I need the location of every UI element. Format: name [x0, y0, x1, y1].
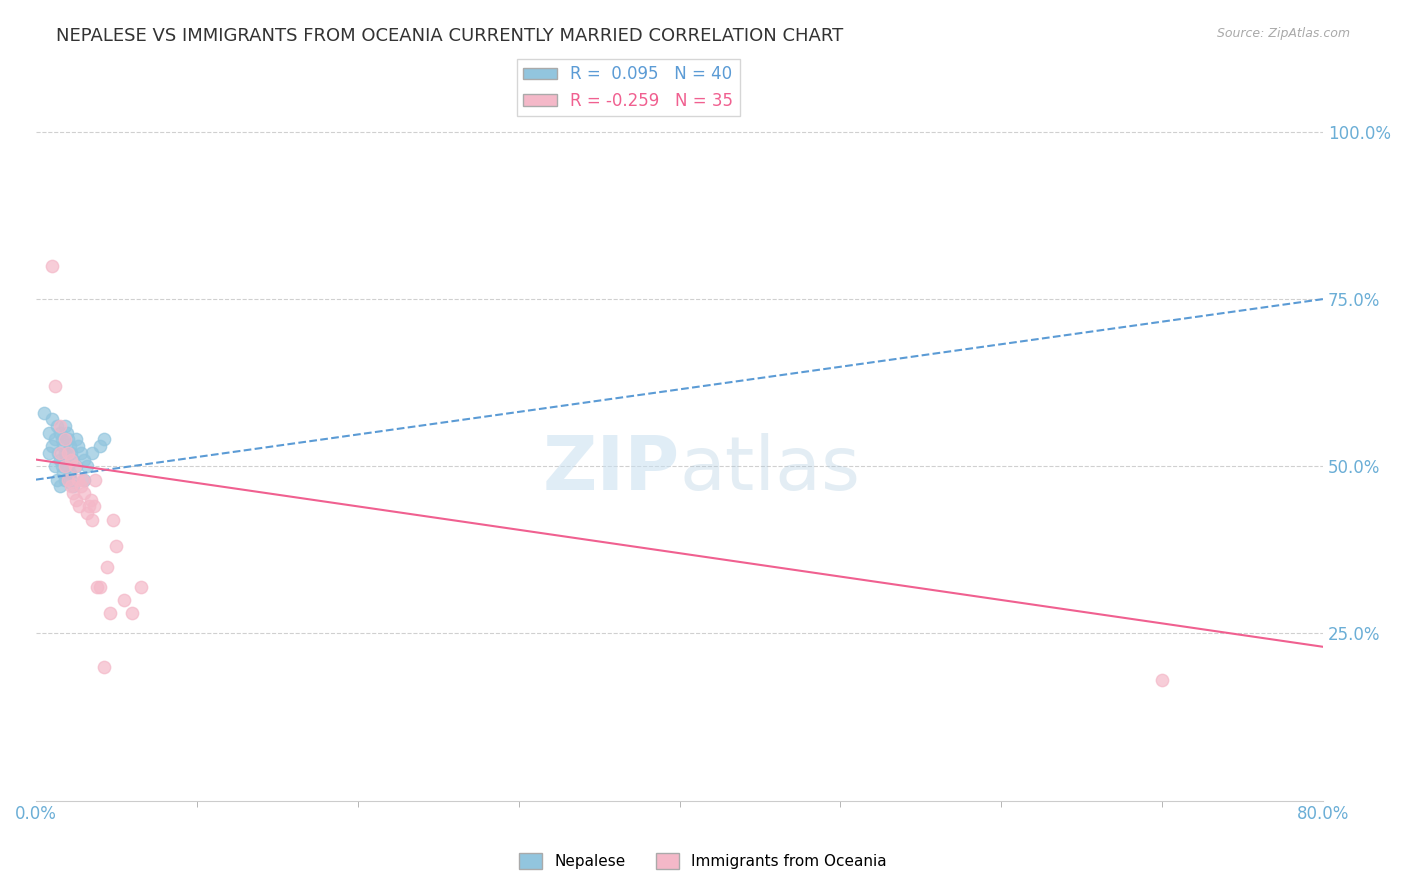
Point	[41, 439, 63, 453]
Point	[65, 492, 87, 507]
Point	[76, 459, 98, 474]
Point	[62, 452, 84, 467]
Point	[60, 479, 83, 493]
Point	[59, 439, 82, 453]
Text: ZIP: ZIP	[543, 434, 679, 506]
Point	[55, 452, 77, 467]
Point	[89, 580, 111, 594]
Text: Source: ZipAtlas.com: Source: ZipAtlas.com	[1216, 27, 1350, 40]
Legend: R =  0.095   N = 40, R = -0.259   N = 35: R = 0.095 N = 40, R = -0.259 N = 35	[516, 59, 740, 116]
Text: NEPALESE VS IMMIGRANTS FROM OCEANIA CURRENTLY MARRIED CORRELATION CHART: NEPALESE VS IMMIGRANTS FROM OCEANIA CURR…	[56, 27, 844, 45]
Point	[49, 425, 72, 440]
Point	[114, 593, 136, 607]
Point	[76, 506, 98, 520]
Point	[53, 433, 76, 447]
Point	[49, 479, 72, 493]
Point	[1152, 673, 1174, 688]
Point	[48, 446, 70, 460]
Point	[66, 473, 89, 487]
Point	[60, 452, 83, 467]
Point	[38, 425, 60, 440]
Point	[38, 446, 60, 460]
Point	[44, 433, 66, 447]
Point	[82, 513, 104, 527]
Point	[49, 419, 72, 434]
Point	[63, 459, 86, 474]
Point	[73, 473, 96, 487]
Point	[86, 580, 108, 594]
Point	[53, 473, 76, 487]
Point	[44, 379, 66, 393]
Point	[73, 452, 96, 467]
Point	[93, 660, 115, 674]
Point	[45, 473, 67, 487]
Point	[83, 500, 105, 514]
Point	[45, 419, 67, 434]
Point	[73, 486, 96, 500]
Point	[55, 425, 77, 440]
Point	[79, 492, 101, 507]
Point	[84, 473, 107, 487]
Point	[129, 580, 152, 594]
Point	[53, 459, 76, 474]
Point	[56, 473, 79, 487]
Point	[51, 433, 73, 447]
Point	[59, 466, 82, 480]
Point	[56, 446, 79, 460]
Point	[72, 473, 94, 487]
Point	[121, 607, 143, 621]
Point	[70, 479, 93, 493]
Point	[65, 433, 87, 447]
Point	[93, 433, 115, 447]
Point	[70, 446, 93, 460]
Point	[62, 486, 84, 500]
Point	[89, 439, 111, 453]
Point	[66, 439, 89, 453]
Point	[60, 446, 83, 460]
Point	[53, 446, 76, 460]
Point	[56, 459, 79, 474]
Point	[56, 433, 79, 447]
Legend: Nepalese, Immigrants from Oceania: Nepalese, Immigrants from Oceania	[513, 847, 893, 875]
Point	[60, 473, 83, 487]
Point	[67, 500, 90, 514]
Point	[32, 406, 55, 420]
Point	[49, 446, 72, 460]
Point	[98, 607, 121, 621]
Point	[82, 446, 104, 460]
Point	[49, 452, 72, 467]
Point	[52, 466, 75, 480]
Point	[53, 419, 76, 434]
Point	[44, 459, 66, 474]
Point	[105, 540, 128, 554]
Point	[51, 459, 73, 474]
Point	[65, 459, 87, 474]
Text: atlas: atlas	[679, 434, 860, 506]
Point	[52, 439, 75, 453]
Point	[101, 513, 124, 527]
Point	[77, 500, 100, 514]
Point	[41, 259, 63, 273]
Point	[96, 559, 118, 574]
Point	[41, 412, 63, 426]
Point	[62, 479, 84, 493]
